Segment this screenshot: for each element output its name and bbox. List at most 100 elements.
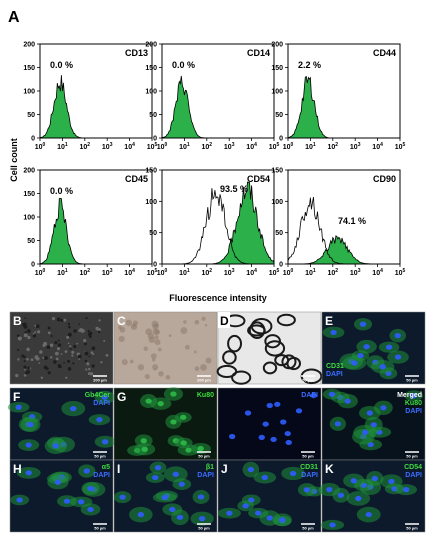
- texture-dot: [91, 364, 95, 368]
- y-tick-label: 200: [23, 42, 35, 49]
- histogram-cd90: 0 50 100 150 100 101 102 103 104 105 CD90 74.1 %: [271, 168, 405, 278]
- texture-dot: [35, 324, 40, 329]
- texture-dot: [57, 364, 62, 368]
- texture-dot: [16, 334, 20, 337]
- plot-frame: [287, 43, 401, 139]
- x-tick-label: 101: [179, 268, 190, 277]
- texture-dot: [26, 347, 30, 352]
- stain-label: β1: [206, 464, 214, 471]
- nucleus: [172, 471, 179, 477]
- texture-dot: [37, 330, 41, 334]
- texture-dot: [42, 356, 45, 359]
- texture-dot: [67, 322, 71, 326]
- micrograph-b: B 200 µm: [9, 311, 114, 385]
- texture-dot: [91, 346, 96, 351]
- nucleus: [328, 391, 336, 397]
- panel-letter: H: [13, 462, 22, 476]
- y-tick-label: 0: [279, 262, 283, 269]
- nucleus: [152, 474, 159, 481]
- texture-dot: [26, 357, 29, 361]
- letter-backdrop: [218, 312, 230, 328]
- texture-dot: [80, 328, 85, 333]
- y-tick-label: 50: [275, 230, 283, 237]
- y-tick-label: 0: [279, 136, 283, 143]
- nucleus: [274, 401, 281, 407]
- y-tick-label: 100: [145, 89, 157, 96]
- texture-dot: [71, 354, 74, 357]
- stain-label: DAPI: [93, 472, 110, 479]
- marker-label: CD13: [125, 48, 148, 58]
- texture-dot: [154, 335, 159, 340]
- nucleus: [337, 492, 345, 498]
- nucleus: [228, 433, 236, 440]
- texture-dot: [194, 319, 200, 325]
- plot-frame: [161, 169, 275, 265]
- texture-dot: [47, 326, 51, 330]
- texture-dot: [26, 329, 31, 333]
- nucleus: [295, 408, 303, 414]
- y-tick-label: 200: [23, 168, 35, 175]
- texture-dot: [137, 364, 145, 371]
- y-tick-label: 50: [149, 112, 157, 119]
- texture-dot: [103, 339, 106, 342]
- texture-dot: [24, 372, 28, 375]
- texture-dot: [71, 350, 75, 354]
- nucleus: [170, 419, 177, 425]
- texture-dot: [54, 341, 58, 345]
- nucleus: [355, 495, 362, 502]
- texture-dot: [97, 330, 101, 334]
- texture-dot: [85, 368, 88, 371]
- texture-dot: [34, 324, 37, 327]
- plot-frame: [161, 43, 275, 139]
- nucleus: [410, 393, 417, 399]
- scale-label: 200 µm: [93, 378, 107, 383]
- texture-dot: [184, 344, 190, 350]
- texture-dot: [66, 335, 70, 339]
- plot-frame: [287, 169, 401, 265]
- nucleus: [119, 494, 126, 500]
- scale-label: 50 µm: [198, 526, 210, 531]
- texture-dot: [38, 362, 41, 364]
- x-axis-label: Fluorescence intensity: [169, 293, 267, 303]
- scale-label: 50 µm: [302, 526, 314, 531]
- texture-dot: [78, 358, 81, 361]
- nucleus: [77, 499, 85, 505]
- texture-dot: [84, 342, 87, 346]
- texture-dot: [201, 316, 206, 321]
- nucleus: [180, 440, 187, 446]
- nucleus: [279, 517, 286, 523]
- x-tick-label: 103: [350, 268, 361, 277]
- nucleus: [357, 353, 364, 359]
- plot-frame: [39, 169, 153, 265]
- nucleus: [351, 360, 358, 366]
- nucleus: [52, 443, 59, 449]
- panel-letter: F: [13, 390, 20, 404]
- texture-dot: [23, 374, 27, 377]
- nucleus: [70, 406, 77, 412]
- scale-label: 50 µm: [198, 454, 210, 459]
- histogram-cd14: 0 50 100 150 200 100 101 102 103 104 105 CD14 0.0 %: [145, 42, 279, 152]
- x-tick-label: 100: [157, 268, 168, 277]
- nucleus: [385, 344, 393, 350]
- texture-dot: [73, 329, 77, 333]
- histogram-cd13: 0 50 100 150 200 100 101 102 103 104 105 CD13 0.0 %: [23, 42, 157, 152]
- x-tick-label: 104: [124, 142, 135, 151]
- texture-dot: [24, 366, 27, 369]
- texture-dot: [204, 324, 208, 327]
- panel-letter: B: [13, 314, 22, 328]
- texture-dot: [16, 348, 20, 351]
- nucleus: [350, 478, 358, 484]
- x-tick-label: 102: [202, 268, 213, 277]
- texture-dot: [118, 325, 122, 330]
- histogram-cd44: 0 50 100 150 200 100 101 102 103 104 105 CD44 2.2 %: [271, 42, 405, 152]
- x-tick-label: 105: [147, 142, 158, 151]
- y-tick-label: 100: [23, 89, 35, 96]
- texture-dot: [98, 319, 101, 322]
- texture-dot: [151, 320, 159, 328]
- x-tick-label: 102: [328, 142, 339, 151]
- y-axis-label: Cell count: [9, 138, 19, 182]
- texture-dot: [55, 351, 59, 356]
- stained-cell: [216, 364, 238, 379]
- nucleus: [137, 512, 145, 518]
